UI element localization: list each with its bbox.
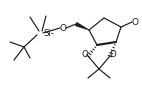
Text: O: O — [110, 50, 116, 59]
Text: Si-: Si- — [43, 29, 54, 38]
Text: O: O — [82, 50, 88, 59]
Text: O: O — [59, 23, 66, 32]
Text: O: O — [132, 17, 139, 26]
Polygon shape — [75, 22, 89, 30]
